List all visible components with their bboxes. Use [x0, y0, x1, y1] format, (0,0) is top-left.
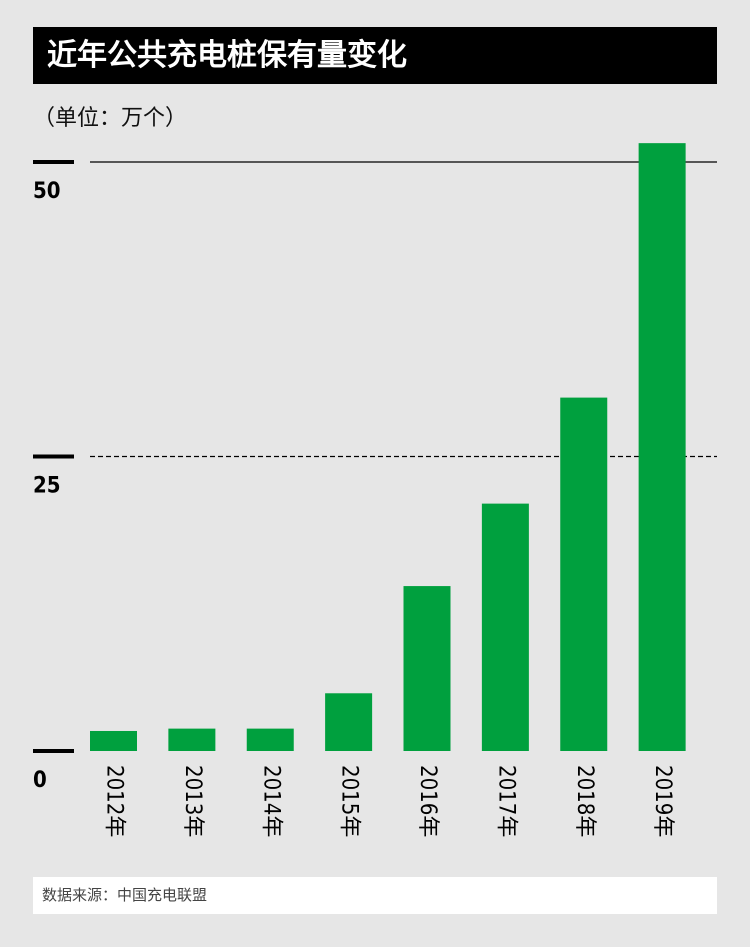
unit-label: （单位：万个）: [33, 106, 188, 131]
bar-3: [325, 693, 373, 751]
bar-6: [560, 397, 608, 751]
source-text: 数据来源：中国充电联盟: [42, 886, 208, 904]
bar-7: [638, 143, 686, 752]
title-bar: 近年公共充电桩保有量变化: [33, 27, 717, 84]
bar-5: [481, 503, 529, 751]
bar-1: [168, 728, 216, 751]
bar-2: [246, 728, 294, 751]
y-tick-label-50: 50: [33, 179, 61, 204]
x-tick-label-2: 2014年: [258, 765, 283, 837]
x-tick-label-0: 2012年: [102, 765, 127, 837]
x-tick-label-5: 2017年: [493, 765, 518, 837]
bar-4: [403, 586, 451, 751]
x-tick-label-1: 2013年: [180, 765, 205, 837]
source-box: 数据来源：中国充电联盟: [33, 877, 717, 914]
x-tick-label-6: 2018年: [572, 765, 597, 837]
x-tick-label-7: 2019年: [650, 765, 675, 837]
y-tick-label-0: 0: [33, 768, 47, 793]
x-tick-label-3: 2015年: [337, 765, 362, 837]
bar-chart: 0 25 50 2012年 2013年 2014年 2015年 2016年 2017年 2018年…: [33, 143, 717, 837]
y-tick-label-25: 25: [33, 474, 61, 499]
bar-0: [90, 730, 137, 751]
x-tick-label-4: 2016年: [415, 765, 440, 837]
chart-title: 近年公共充电桩保有量变化: [47, 38, 407, 73]
